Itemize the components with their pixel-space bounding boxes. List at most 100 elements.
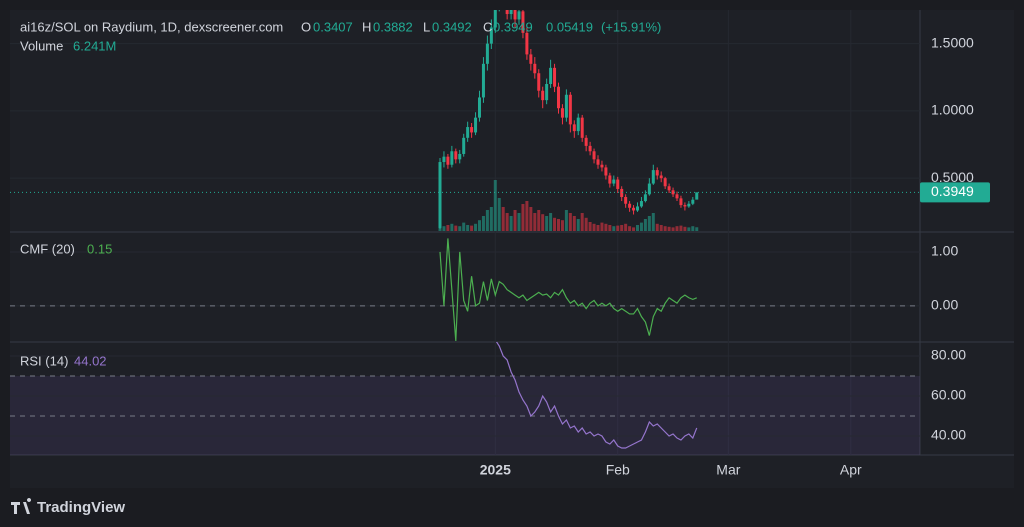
indicator-value: 44.02 [74, 353, 107, 368]
candle-body [628, 203, 632, 208]
volume-bar [651, 213, 655, 231]
candle-body [671, 190, 675, 195]
candle-body [655, 170, 659, 176]
volume-bar [545, 216, 549, 231]
volume-bar [553, 217, 557, 231]
plot-layer: 2025 Feb Mar Apr 0.5000 1.0000 1.5000 0.3949 0.0… [10, 10, 1014, 478]
indicator-line [495, 342, 698, 449]
volume-bar [564, 210, 568, 231]
candle-body [549, 67, 553, 84]
volume-bar [481, 216, 485, 231]
candle-body [620, 188, 624, 198]
candle-body [564, 94, 568, 118]
volume-bar [549, 213, 553, 231]
volume-bar [568, 213, 572, 231]
legend-label: O [301, 19, 311, 34]
volume-bar [647, 216, 651, 231]
volume-bar [695, 227, 699, 231]
candle-body [458, 153, 462, 160]
volume-bar [639, 222, 643, 231]
candle-body [679, 198, 683, 206]
candle-body [687, 203, 691, 207]
candle-body [584, 137, 588, 146]
pane [10, 238, 920, 341]
candle-body [446, 156, 450, 165]
y-tick-label: 1.00 [931, 243, 958, 259]
last-price-box [920, 182, 990, 203]
candle-body [442, 156, 446, 163]
volume-bar [592, 223, 596, 231]
candle-body [478, 97, 481, 118]
candle-body [553, 67, 557, 87]
volume-bar [501, 207, 505, 231]
volume-bar [580, 213, 584, 231]
volume-bar [576, 219, 580, 231]
volume-bar [667, 226, 671, 231]
candle-body [636, 206, 639, 211]
volume-bar [442, 226, 446, 231]
legend-label: L [423, 19, 430, 34]
pane [10, 342, 920, 455]
volume-bar [616, 225, 620, 231]
candle-body [509, 10, 513, 15]
volume-bar [596, 225, 600, 231]
candle-body [493, 10, 497, 28]
branding: TradingView [11, 498, 125, 516]
volume-bar [497, 198, 501, 231]
volume-bar [659, 225, 663, 231]
candle-body [691, 199, 695, 204]
candle-body [525, 32, 529, 55]
brand-name: TradingView [37, 499, 125, 516]
pane [10, 10, 920, 231]
candle-body [588, 145, 592, 152]
chart-title: ai16z/SOL on Raydium, 1D, dexscreener.co… [20, 19, 283, 34]
volume-bar [608, 225, 612, 231]
legend-change: 0.05419 [546, 19, 593, 34]
indicator-title: RSI (14) [20, 353, 68, 368]
candle-body [647, 183, 651, 195]
candle-body [505, 10, 509, 15]
candle-body [545, 84, 549, 101]
volume-value: 6.241M [73, 38, 116, 53]
legend-value: 0.3882 [373, 19, 413, 34]
candle-body [466, 127, 470, 138]
candle-body [643, 194, 647, 202]
volume-bar [474, 223, 478, 231]
volume-bar [604, 223, 608, 231]
volume-bar [663, 226, 667, 231]
volume-bar [521, 204, 525, 231]
volume-bar [454, 225, 458, 231]
candle-body [529, 54, 533, 64]
volume-bar [679, 225, 683, 231]
candle-body [485, 43, 489, 64]
candle-body [450, 151, 454, 165]
volume-bar [489, 207, 493, 231]
volume-bar [462, 222, 466, 231]
volume-bar [557, 219, 560, 231]
candle-body [596, 159, 600, 165]
candle-body [683, 205, 687, 207]
volume-bar [517, 213, 521, 231]
volume-bar [600, 222, 604, 231]
candle-body [663, 178, 667, 187]
legend-value: 0.3492 [432, 19, 472, 34]
candle-body [513, 10, 517, 20]
y-tick-label: 1.0000 [931, 102, 974, 118]
volume-bar [493, 180, 497, 231]
y-tick-label: 40.00 [931, 427, 966, 443]
volume-bar [513, 210, 517, 231]
volume-bar [675, 226, 679, 231]
header: ai16z/SOL on Raydium, 1D, dexscreener.co… [20, 19, 661, 368]
volume-bar [533, 213, 537, 231]
volume-bar [636, 225, 639, 231]
candle-body [612, 179, 616, 184]
candle-body [541, 90, 545, 101]
candle-body [616, 179, 620, 189]
candle-body [659, 175, 663, 179]
volume-bar [691, 226, 695, 231]
chart-area [10, 10, 1014, 488]
candle-body [454, 151, 458, 160]
